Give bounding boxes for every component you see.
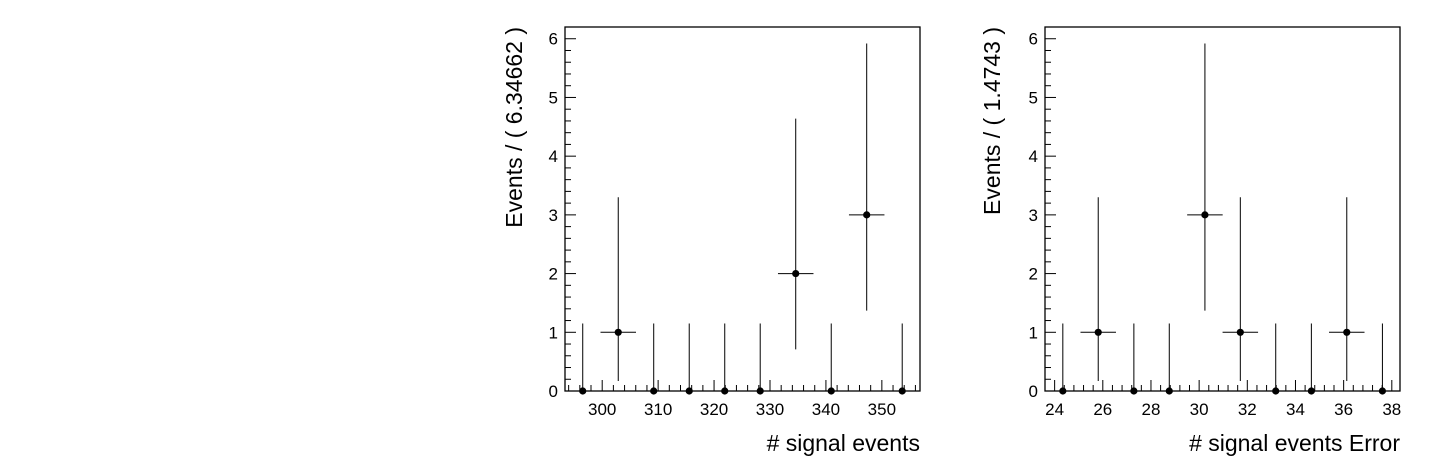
data-point (1378, 323, 1387, 395)
point-marker (1165, 387, 1173, 395)
data-point (721, 323, 729, 395)
x-tick-label: 34 (1286, 400, 1305, 419)
data-point (756, 323, 764, 395)
point-marker (827, 387, 835, 395)
point-marker (650, 387, 658, 395)
data-point (1059, 323, 1067, 395)
data-point (600, 197, 636, 382)
y-tick-label: 5 (549, 88, 558, 107)
data-point (827, 323, 835, 395)
x-tick-label: 300 (588, 400, 616, 419)
y-tick-label: 3 (549, 206, 558, 225)
y-tick-label: 1 (1029, 323, 1038, 342)
x-tick-label: 36 (1334, 400, 1353, 419)
y-tick-label: 4 (549, 147, 558, 166)
point-marker (579, 387, 587, 395)
point-marker (863, 211, 871, 219)
point-marker (1059, 387, 1067, 395)
x-tick-label: 38 (1382, 400, 1401, 419)
data-point (848, 43, 885, 311)
point-marker (792, 269, 800, 278)
point-marker (1236, 328, 1244, 336)
point-marker (614, 328, 622, 336)
y-tick-label: 4 (1029, 147, 1038, 166)
data-point (1222, 197, 1259, 382)
data-point (685, 323, 693, 395)
y-tick-label: 0 (1029, 382, 1038, 401)
point-marker (1378, 387, 1387, 395)
x-tick-label: 350 (868, 400, 896, 419)
plot-frame (1044, 26, 1401, 392)
point-marker (685, 387, 693, 395)
y-tick-label: 0 (549, 382, 558, 401)
point-marker (1272, 387, 1280, 395)
y-tick-label: 2 (549, 265, 558, 284)
data-point (898, 323, 906, 395)
data-point (1307, 323, 1315, 395)
data-point (650, 323, 658, 395)
x-tick-label: 26 (1093, 400, 1112, 419)
x-tick-label: 340 (812, 400, 840, 419)
data-point (1165, 323, 1173, 395)
signal-events-plot: 0 1 2 3 4 5 6 300 310 320 330 340 350 # signal events… (501, 26, 921, 456)
x-tick-label: 330 (756, 400, 784, 419)
data-point (1272, 323, 1280, 395)
point-marker (1130, 387, 1138, 395)
y-axis-title: Events / ( 6.34662 ) (501, 27, 527, 228)
x-tick-label: 28 (1142, 400, 1161, 419)
plot-frame (564, 26, 921, 392)
point-marker (721, 387, 729, 395)
x-tick-label: 310 (644, 400, 672, 419)
point-marker (1307, 387, 1315, 395)
y-tick-label: 6 (1029, 30, 1038, 49)
x-axis-title: # signal events (767, 430, 920, 456)
data-point (1130, 323, 1138, 395)
x-axis-title: # signal events Error (1189, 430, 1400, 456)
x-tick-label: 32 (1238, 400, 1257, 419)
y-axis-title: Events / ( 1.4743 ) (979, 27, 1005, 215)
data-point (1329, 197, 1365, 382)
x-tick-label: 320 (700, 400, 728, 419)
data-point (1187, 43, 1223, 311)
data-point (1080, 197, 1116, 382)
x-tick-label: 30 (1190, 400, 1209, 419)
point-marker (1343, 328, 1351, 336)
point-marker (1201, 211, 1209, 219)
y-tick-label: 5 (1029, 88, 1038, 107)
data-point (777, 118, 814, 350)
point-marker (756, 387, 764, 395)
y-tick-label: 2 (1029, 265, 1038, 284)
x-tick-label: 24 (1045, 400, 1064, 419)
point-marker (1094, 328, 1102, 336)
point-marker (898, 387, 906, 395)
y-tick-label: 6 (549, 30, 558, 49)
y-tick-label: 1 (549, 323, 558, 342)
data-point (579, 323, 587, 395)
y-tick-label: 3 (1029, 206, 1038, 225)
